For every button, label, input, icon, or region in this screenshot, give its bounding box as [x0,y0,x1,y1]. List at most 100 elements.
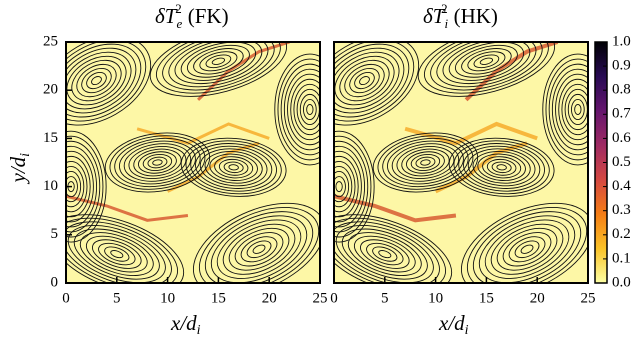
x-label-sub: i [197,323,201,338]
contour-line [571,98,585,121]
contour-line [334,42,420,126]
contour-line [66,221,172,283]
contour-line [472,211,582,283]
plot-frame [333,41,589,284]
x-axis-label: x/di [170,311,201,338]
contour-line [138,151,177,174]
contour-line [478,215,576,283]
contour-line [349,67,380,94]
contour-line [545,58,588,161]
heatmap-field [334,42,588,283]
contour-line [290,78,320,141]
contour-line [66,51,132,110]
contour-line [86,72,107,90]
y-tick-label: 25 [43,33,58,49]
contour-line [104,246,130,262]
contour-line [246,240,272,259]
contour-line [359,76,370,86]
contour-line [293,83,320,136]
contour-line [491,161,512,174]
contour-line [193,48,244,75]
contour-line [296,88,320,131]
x-tick-label: 15 [211,290,226,306]
contour-line [555,73,588,146]
contour-line [558,78,588,141]
contour-line [486,158,517,176]
contour-line [66,47,137,114]
contour-line [334,165,353,208]
contour-line [192,202,320,283]
contour-line [142,154,173,171]
x-label-sub: i [465,323,469,338]
contour-line [283,68,320,151]
contour-line [252,244,266,254]
contour-line [303,98,317,121]
contour-line [564,88,588,131]
contour-line [484,219,570,279]
contour-line [353,235,416,273]
contour-line [334,150,362,223]
contour-line [334,145,366,228]
contour-line [430,42,543,91]
contour-line [204,211,314,283]
contour-line [396,145,455,180]
x-label-main: x/d [438,311,465,335]
contour-line [406,151,445,174]
contour-line [287,73,320,146]
contour-line [334,43,410,118]
contour-line [66,43,142,118]
colorbar-tick-label: 0.2 [612,226,631,242]
x-axis-label: x/di [438,311,469,338]
contour-line [73,228,160,280]
contour-line [66,160,88,213]
y-axis-label: y/di [6,153,33,185]
contour-line [401,148,450,177]
contour-line [218,158,249,176]
contour-line [66,130,107,243]
title-sup: 2 [175,1,182,16]
contour-line [334,55,395,106]
contour-line [66,155,91,218]
contour-line [490,223,564,275]
contour-line [98,242,136,266]
contour-line [334,47,405,114]
contour-line [66,150,94,223]
colorbar-tick-label: 0.1 [612,250,631,266]
heatmap-background [334,42,588,283]
contour-line [119,140,196,185]
contour-line [460,202,588,283]
contour-line [410,154,441,171]
contour-line [548,63,588,156]
contour-line [211,57,226,65]
contour-line [415,156,436,169]
contour-line [185,140,282,195]
contour-line [366,242,404,266]
contour-line [514,240,540,259]
x-tick-label: 5 [381,290,389,306]
contour-line [76,63,117,98]
contour-line [79,232,154,277]
contour-line [66,135,104,238]
contour-line [66,176,78,198]
contour-line [66,55,127,106]
contour-line [378,250,392,259]
colorbar-tick-label: 0.4 [612,178,631,194]
contour-line [104,132,211,193]
contour-line [234,232,284,267]
streak [66,194,189,222]
contour-line [463,145,541,189]
contour-line [152,159,163,166]
contour-line [461,48,512,75]
contour-line [66,140,101,233]
contour-line [81,67,112,94]
contour-line [123,143,192,182]
contour-line [417,42,556,97]
contour-line [339,59,390,102]
contour-line [306,103,314,115]
heatmap-background [66,42,320,283]
contour-line [190,143,277,192]
contour-line [280,63,320,156]
contour-line [496,164,507,171]
contour-line [195,145,273,189]
y-tick-label: 10 [43,178,58,194]
